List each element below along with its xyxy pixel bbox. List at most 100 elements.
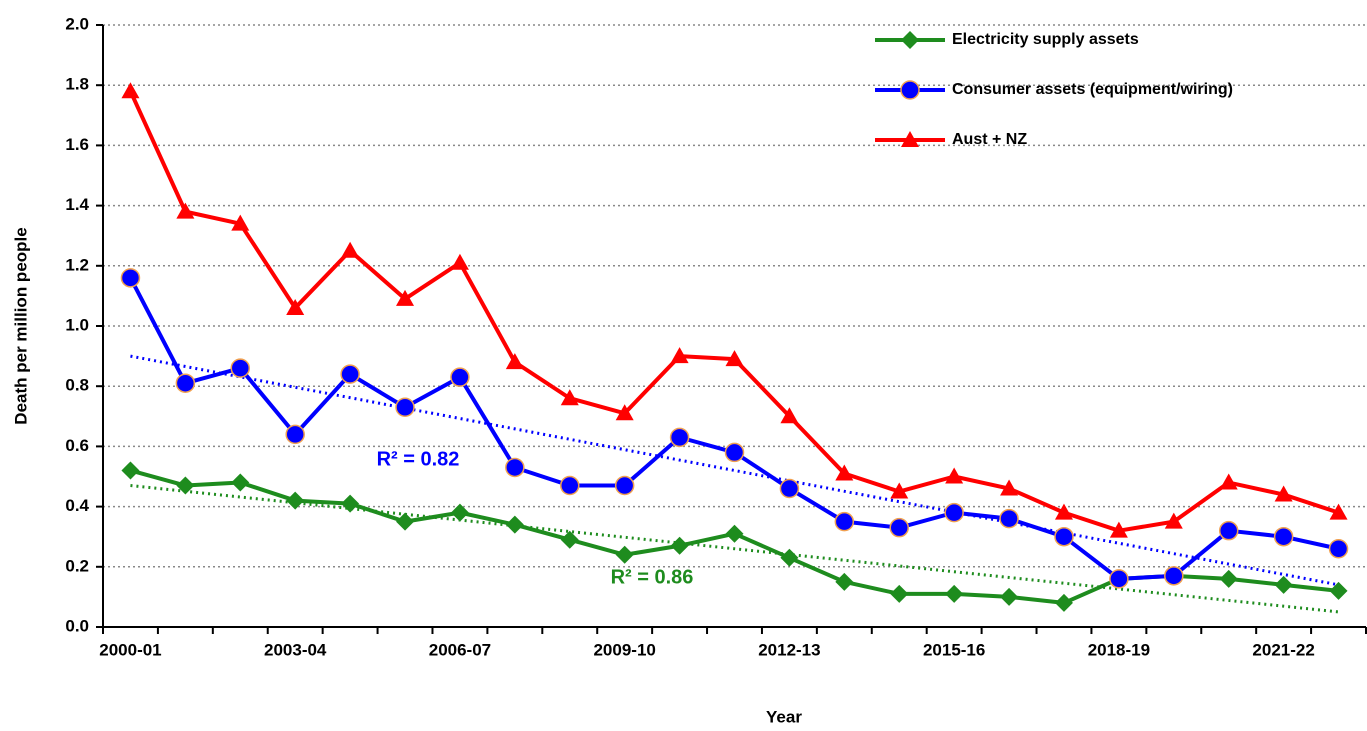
data-point	[670, 347, 689, 364]
data-point	[1218, 520, 1239, 541]
y-tick-label: 1.2	[65, 255, 89, 274]
series-line	[128, 90, 1340, 533]
data-point	[1000, 479, 1019, 496]
data-point	[176, 476, 195, 495]
y-tick-label: 1.8	[65, 75, 89, 94]
trendline	[130, 484, 1339, 614]
data-point	[505, 515, 524, 534]
data-point	[560, 530, 579, 549]
data-point	[944, 502, 964, 523]
data-point	[176, 202, 195, 219]
data-point	[890, 482, 909, 499]
data-point	[396, 289, 415, 306]
data-point	[286, 298, 305, 315]
data-point	[615, 404, 634, 421]
data-point	[396, 512, 415, 531]
x-tick-label: 2012-13	[758, 640, 820, 659]
y-axis-title: Death per million people	[11, 227, 30, 424]
y-tick-label: 0.0	[65, 616, 89, 635]
x-tick-label: 2015-16	[923, 640, 985, 659]
data-point	[1054, 526, 1074, 547]
y-tick-label: 0.4	[65, 496, 89, 515]
data-point	[999, 508, 1019, 529]
data-point	[725, 350, 744, 367]
data-point	[341, 494, 360, 513]
data-point	[231, 473, 250, 492]
data-point	[121, 461, 140, 480]
legend-marker	[900, 80, 920, 100]
data-point	[1000, 587, 1019, 606]
data-point	[1329, 503, 1348, 520]
x-tick-label: 2021-22	[1252, 640, 1314, 659]
y-tick-label: 1.0	[65, 315, 89, 334]
data-point	[1164, 566, 1184, 586]
data-point	[1329, 581, 1348, 600]
legend-marker	[901, 31, 919, 49]
data-point	[121, 82, 140, 99]
data-point	[286, 491, 305, 510]
trendline-label: R² = 0.86	[611, 566, 694, 588]
data-point	[340, 364, 360, 384]
data-point	[450, 367, 470, 387]
data-point	[835, 572, 854, 591]
data-point	[779, 478, 800, 499]
data-point	[780, 548, 799, 567]
data-point	[890, 584, 909, 603]
data-point	[1054, 593, 1073, 612]
legend-label: Aust + NZ	[952, 131, 1027, 148]
y-tick-label: 0.6	[65, 436, 89, 455]
data-point	[120, 268, 141, 288]
x-tick-label: 2006-07	[429, 640, 491, 659]
legend-label: Consumer assets (equipment/wiring)	[952, 81, 1233, 98]
data-point	[175, 373, 196, 393]
data-point	[450, 503, 469, 522]
data-point	[1164, 512, 1183, 529]
y-tick-label: 2.0	[65, 14, 89, 33]
data-point	[1274, 575, 1293, 594]
y-tick-label: 0.2	[65, 556, 89, 575]
data-point	[615, 545, 634, 564]
data-point	[1328, 538, 1349, 559]
x-tick-label: 2000-01	[99, 640, 161, 659]
data-point	[945, 584, 964, 603]
trendline	[130, 354, 1339, 587]
data-point	[725, 524, 744, 543]
data-point	[834, 511, 855, 532]
data-point	[1219, 569, 1238, 588]
data-point	[1274, 485, 1293, 502]
data-point	[341, 241, 360, 258]
data-point	[450, 253, 469, 270]
data-point	[1054, 503, 1073, 520]
x-tick-label: 2003-04	[264, 640, 327, 659]
x-tick-label: 2009-10	[593, 640, 655, 659]
data-point	[889, 517, 909, 538]
legend-label: Electricity supply assets	[952, 31, 1139, 48]
data-point	[1109, 521, 1128, 538]
data-point	[231, 214, 250, 231]
y-tick-label: 1.4	[65, 195, 89, 214]
data-point	[945, 467, 964, 484]
data-point	[505, 457, 525, 478]
data-point	[1109, 569, 1129, 589]
data-point	[835, 464, 854, 481]
y-tick-label: 0.8	[65, 376, 89, 395]
x-axis-title: Year	[766, 707, 802, 726]
data-point	[669, 427, 690, 448]
data-point	[1219, 473, 1238, 490]
legend-marker	[901, 131, 919, 147]
y-tick-label: 1.6	[65, 135, 89, 154]
data-point	[505, 353, 524, 370]
data-point	[614, 475, 635, 496]
data-point	[724, 442, 745, 463]
data-point	[560, 389, 579, 406]
trendline-label: R² = 0.82	[377, 448, 460, 470]
data-point	[230, 358, 251, 378]
data-point	[1273, 526, 1294, 547]
data-point	[560, 475, 580, 496]
data-point	[670, 536, 689, 555]
data-point	[395, 397, 415, 418]
data-point	[780, 407, 799, 424]
data-point	[285, 424, 305, 445]
x-tick-label: 2018-19	[1088, 640, 1150, 659]
